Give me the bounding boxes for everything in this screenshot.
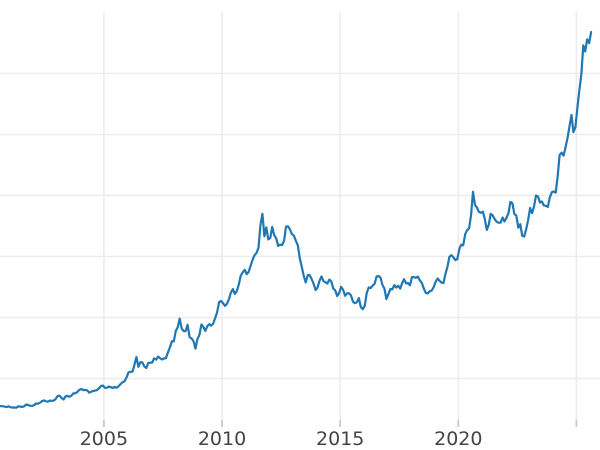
x-axis-tick-label: 2020	[434, 428, 482, 450]
x-axis-tick-label: 2015	[316, 428, 364, 450]
x-axis-tick-label: 2005	[80, 428, 128, 450]
price-line	[0, 30, 593, 409]
x-axis-tick-label: 2010	[198, 428, 246, 450]
